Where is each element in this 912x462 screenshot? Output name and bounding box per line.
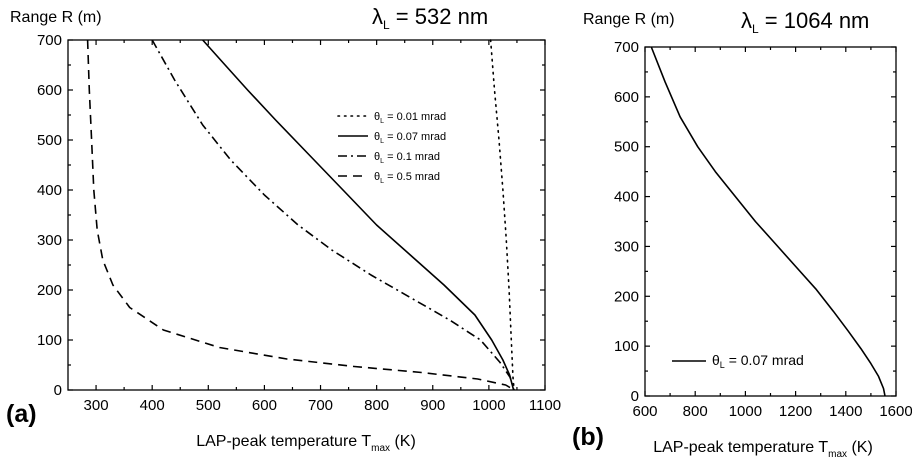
legend-entry-0: θL = 0.07 mrad — [712, 352, 804, 370]
y-tick-label: 0 — [54, 382, 62, 399]
x-tick-label: 400 — [140, 397, 165, 414]
y-tick-label: 300 — [37, 232, 62, 249]
x-axis-title: LAP-peak temperature Tmax (K) — [653, 439, 873, 460]
x-tick-label: 800 — [683, 403, 708, 420]
y-tick-label: 200 — [37, 282, 62, 299]
y-tick-label: 200 — [614, 288, 639, 305]
x-tick-label: 1000 — [472, 397, 505, 414]
y-tick-label: 600 — [614, 89, 639, 106]
y-axis-title: Range R (m) — [583, 11, 675, 28]
y-tick-label: 700 — [37, 32, 62, 49]
y-tick-label: 400 — [614, 189, 639, 206]
x-tick-label: 1000 — [729, 403, 762, 420]
y-tick-label: 0 — [631, 388, 639, 405]
x-tick-label: 1200 — [779, 403, 812, 420]
y-tick-label: 100 — [37, 332, 62, 349]
y-tick-label: 400 — [37, 182, 62, 199]
y-axis-title: Range R (m) — [10, 9, 102, 26]
chart-panel-a: 0 100 200 300 400 500 600 700 300 400 500 600 700 800… — [6, 4, 561, 454]
x-tick-label: 900 — [420, 397, 445, 414]
series-line-0 — [489, 39, 515, 391]
legend: θL = 0.01 mrad θL = 0.07 mrad θL = 0.1 mra… — [337, 111, 446, 185]
y-tick-label: 100 — [614, 338, 639, 355]
x-tick-label: 600 — [252, 397, 277, 414]
x-axis-title: LAP-peak temperature Tmax (K) — [196, 433, 416, 454]
wavelength-annotation: λL = 1064 nm — [741, 8, 869, 36]
y-tick-label: 500 — [37, 132, 62, 149]
series-line-0 — [650, 46, 886, 397]
y-tick-label: 600 — [37, 82, 62, 99]
legend: θL = 0.07 mrad — [672, 352, 804, 370]
x-tick-label: 1400 — [829, 403, 862, 420]
series-line-3 — [86, 39, 515, 391]
plot-frame — [67, 39, 546, 391]
y-tick-label: 500 — [614, 139, 639, 156]
plot-frame — [644, 46, 897, 397]
legend-entry-0: θL = 0.01 mrad — [374, 111, 446, 125]
legend-entry-3: θL = 0.5 mrad — [374, 171, 440, 185]
legend-entry-1: θL = 0.07 mrad — [374, 131, 446, 145]
y-tick-label: 300 — [614, 238, 639, 255]
series-line-1 — [202, 39, 515, 391]
panel-label: (a) — [6, 400, 37, 428]
x-tick-label: 500 — [196, 397, 221, 414]
x-tick-label: 600 — [632, 403, 657, 420]
legend-entry-2: θL = 0.1 mrad — [374, 151, 440, 165]
chart-panel-b: 0 100 200 300 400 500 600 700 600 800 1000 1200 1400… — [572, 8, 912, 460]
x-tick-label: 1100 — [529, 397, 561, 414]
x-tick-label: 700 — [308, 397, 333, 414]
x-tick-label: 1600 — [879, 403, 912, 420]
x-tick-label: 300 — [84, 397, 109, 414]
y-tick-label: 700 — [614, 39, 639, 56]
wavelength-annotation: λL = 532 nm — [372, 4, 488, 32]
panel-label: (b) — [572, 423, 604, 451]
x-tick-label: 800 — [364, 397, 389, 414]
series-line-2 — [151, 39, 515, 391]
